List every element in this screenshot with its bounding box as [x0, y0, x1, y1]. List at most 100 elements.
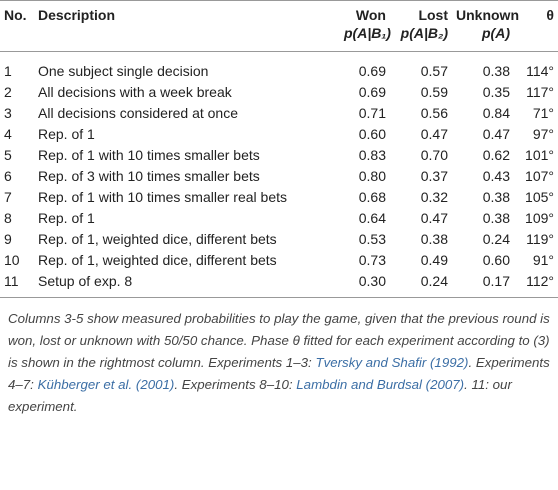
- header-row: No. Description Won Lost Unknown θ: [0, 0, 558, 25]
- table-cell: 0.38: [420, 230, 448, 247]
- table-cell: 8: [4, 209, 12, 226]
- column-header: Description: [34, 0, 340, 25]
- table-cell: 107°: [525, 167, 554, 184]
- table-cell: 0.53: [358, 230, 386, 247]
- table-cell: 0.37: [420, 167, 448, 184]
- table-cell: 0.47: [420, 209, 448, 226]
- table-cell: 0.35: [482, 83, 510, 100]
- table-row: 8 Rep. of 1 0.64 0.47 0.38 109°: [0, 207, 558, 228]
- page: No. Description Won Lost Unknown θ p(A|B₁) p(A…: [0, 0, 558, 418]
- table-cell: 0.69: [358, 83, 386, 100]
- table-row: 6 Rep. of 3 with 10 times smaller bets 0.8…: [0, 165, 558, 186]
- column-subheader: [514, 25, 558, 52]
- table-row: 7 Rep. of 1 with 10 times smaller real be…: [0, 186, 558, 207]
- table-cell: 0.62: [482, 146, 510, 163]
- table-cell: 3: [4, 104, 12, 121]
- table-cell: 0.68: [358, 188, 386, 205]
- table-cell: 0.60: [358, 125, 386, 142]
- table-cell: 0.38: [482, 188, 510, 205]
- table-cell: 0.71: [358, 104, 386, 121]
- header-subrow: p(A|B₁) p(A|B₂) p(A): [0, 25, 558, 52]
- table-cell: Rep. of 3 with 10 times smaller bets: [38, 167, 260, 184]
- column-header: Lost: [390, 0, 452, 25]
- caption-text: . 11: our experiment.: [8, 377, 512, 414]
- table-cell: 7: [4, 188, 12, 205]
- caption: Columns 3-5 show measured probabilities …: [0, 298, 558, 418]
- table-cell: 0.30: [340, 270, 390, 298]
- table-row: 4 Rep. of 1 0.60 0.47 0.47 97°: [0, 123, 558, 144]
- table-cell: 5: [4, 146, 12, 163]
- table-cell: One subject single decision: [38, 62, 209, 79]
- table-cell: Setup of exp. 8: [34, 270, 340, 298]
- table-cell: 71°: [532, 104, 554, 121]
- table-cell: 2: [4, 83, 12, 100]
- table-cell: 0.24: [482, 230, 510, 247]
- table-cell: 0.60: [482, 251, 510, 268]
- table-cell: 0.70: [420, 146, 448, 163]
- citation: Kühberger et al. (2001): [37, 377, 175, 392]
- table-cell: 0.73: [358, 251, 386, 268]
- column-subheader: p(A|B₂): [390, 25, 452, 52]
- data-table: No. Description Won Lost Unknown θ p(A|B₁) p(A…: [0, 0, 558, 298]
- table-cell: 10: [4, 251, 20, 268]
- column-header: Unknown: [452, 0, 519, 25]
- table-cell: 97°: [532, 125, 554, 142]
- citation: Lambdin and Burdsal (2007): [296, 377, 465, 392]
- column-subheader: [34, 25, 340, 52]
- table-cell: 1: [4, 62, 12, 79]
- table-cell: Rep. of 1 with 10 times smaller real bet…: [38, 188, 287, 205]
- table-cell: 119°: [526, 230, 554, 247]
- citation: Tversky and Shafir (1992): [315, 355, 469, 370]
- table-cell: 0.43: [482, 167, 510, 184]
- table-row: 5 Rep. of 1 with 10 times smaller bets 0.8…: [0, 144, 558, 165]
- table-cell: 0.32: [420, 188, 448, 205]
- table-cell: 0.57: [420, 62, 448, 79]
- table-cell: Rep. of 1 with 10 times smaller bets: [38, 146, 260, 163]
- table-cell: 0.56: [420, 104, 448, 121]
- table-cell: Rep. of 1, weighted dice, different bets: [38, 230, 277, 247]
- table-cell: 0.69: [358, 62, 386, 79]
- table-cell: 0.59: [420, 83, 448, 100]
- table-cell: 11: [0, 270, 34, 298]
- table-cell: 112°: [514, 270, 558, 298]
- table-cell: 0.64: [358, 209, 386, 226]
- table-cell: 117°: [526, 83, 554, 100]
- table-row: 9 Rep. of 1, weighted dice, different bet…: [0, 228, 558, 249]
- table-cell: 6: [4, 167, 12, 184]
- table-cell: 0.84: [482, 104, 510, 121]
- caption-text: . Experiments 8–10:: [174, 377, 297, 392]
- table-cell: 0.80: [358, 167, 386, 184]
- column-header: Won: [340, 0, 390, 25]
- table-cell: 0.47: [420, 125, 448, 142]
- column-subheader: p(A): [452, 25, 514, 52]
- table-cell: 0.49: [420, 251, 448, 268]
- table-row: 1 One subject single decision 0.69 0.57 0.38…: [0, 52, 558, 82]
- table-cell: 0.83: [358, 146, 386, 163]
- table-cell: 0.38: [482, 209, 510, 226]
- column-header: No.: [0, 0, 34, 25]
- table-cell: Rep. of 1: [38, 209, 95, 226]
- table-cell: 0.47: [482, 125, 510, 142]
- table-cell: 0.24: [390, 270, 452, 298]
- table-cell: All decisions considered at once: [38, 104, 239, 121]
- table-row: 3 All decisions considered at once 0.71 0.5…: [0, 102, 558, 123]
- table-cell: All decisions with a week break: [38, 83, 232, 100]
- column-header: θ: [514, 0, 558, 25]
- table-cell: 114°: [526, 62, 554, 79]
- table-body: 1 One subject single decision 0.69 0.57 0.38…: [0, 52, 558, 298]
- column-subheader: [0, 25, 34, 52]
- table-cell: 0.38: [482, 62, 510, 79]
- table-row: 2 All decisions with a week break 0.69 0.59…: [0, 81, 558, 102]
- table-cell: 109°: [525, 209, 554, 226]
- table-cell: Rep. of 1: [38, 125, 95, 142]
- table-cell: 101°: [525, 146, 554, 163]
- table-cell: 0.17: [452, 270, 514, 298]
- caption-text: Columns 3-5 show measured probabilities …: [8, 311, 550, 370]
- table-cell: 4: [4, 125, 12, 142]
- caption-text: . Experiments 4–7:: [8, 355, 550, 392]
- table-cell: 105°: [525, 188, 554, 205]
- table-cell: 91°: [532, 251, 554, 268]
- table-row: 11 Setup of exp. 8 0.30 0.24 0.17 112°: [0, 270, 558, 298]
- table-row: 10 Rep. of 1, weighted dice, different be…: [0, 249, 558, 270]
- table-cell: Rep. of 1, weighted dice, different bets: [38, 251, 277, 268]
